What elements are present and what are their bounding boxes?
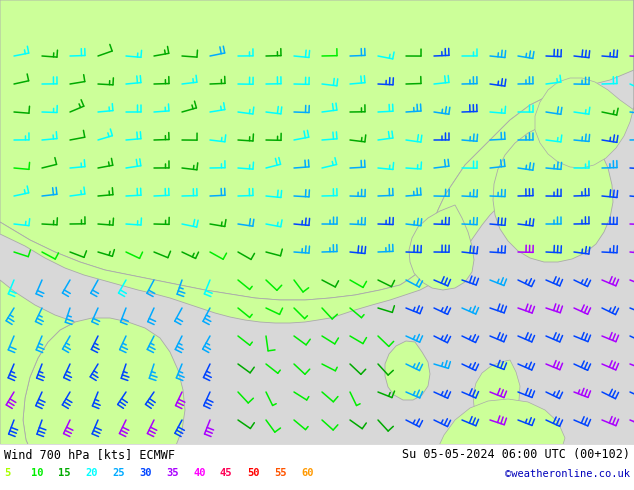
Polygon shape <box>0 280 85 490</box>
Polygon shape <box>385 341 430 400</box>
Text: 55: 55 <box>274 468 287 478</box>
Text: Wind 700 hPa [kts] ECMWF: Wind 700 hPa [kts] ECMWF <box>4 448 175 461</box>
Text: 10: 10 <box>31 468 44 478</box>
Bar <box>0 444 634 490</box>
Text: 30: 30 <box>139 468 152 478</box>
Polygon shape <box>493 110 613 262</box>
Polygon shape <box>0 95 555 323</box>
Text: 15: 15 <box>58 468 70 478</box>
Text: 50: 50 <box>247 468 259 478</box>
Text: 35: 35 <box>166 468 179 478</box>
Polygon shape <box>0 0 634 300</box>
Polygon shape <box>535 0 634 168</box>
Text: Su 05-05-2024 06:00 UTC (00+102): Su 05-05-2024 06:00 UTC (00+102) <box>402 448 630 461</box>
Text: 5: 5 <box>4 468 10 478</box>
Text: 25: 25 <box>112 468 124 478</box>
Text: 40: 40 <box>193 468 205 478</box>
Text: 20: 20 <box>85 468 98 478</box>
Polygon shape <box>434 399 565 490</box>
Polygon shape <box>409 205 474 290</box>
Text: 45: 45 <box>220 468 233 478</box>
Polygon shape <box>473 360 520 423</box>
Polygon shape <box>23 318 185 490</box>
Text: 60: 60 <box>301 468 313 478</box>
Text: ©weatheronline.co.uk: ©weatheronline.co.uk <box>505 469 630 479</box>
